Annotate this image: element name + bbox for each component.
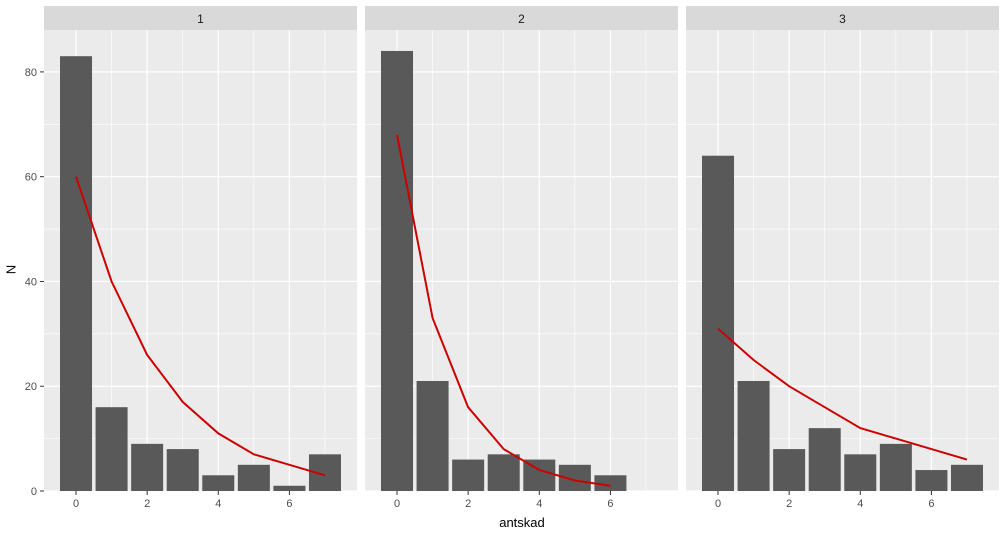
x-tick-label: 0 [715, 498, 721, 510]
x-tick-label: 6 [607, 498, 613, 510]
y-tick-label: 20 [25, 381, 37, 393]
facet-strip-3 [686, 6, 999, 30]
bar [131, 443, 164, 491]
bar [879, 443, 912, 491]
bar [808, 428, 841, 491]
bar [452, 459, 485, 491]
bar [950, 464, 983, 491]
x-tick-label: 2 [786, 498, 792, 510]
facet-label-3: 3 [839, 12, 846, 26]
x-tick-label: 2 [465, 498, 471, 510]
bar [737, 380, 770, 491]
y-tick-label: 0 [31, 486, 37, 498]
y-axis-title: N [3, 264, 19, 275]
x-tick-label: 0 [394, 498, 400, 510]
fitted-line [396, 134, 611, 487]
x-tick-label: 4 [536, 498, 542, 510]
x-tick-label: 6 [286, 498, 292, 510]
bar [416, 380, 449, 491]
x-tick-label: 0 [73, 498, 79, 510]
bar [844, 454, 877, 491]
bar [915, 470, 948, 491]
bar [702, 155, 735, 491]
bar [166, 449, 199, 491]
bar [273, 485, 306, 491]
x-tick-label: 4 [215, 498, 221, 510]
x-tick-label: 4 [857, 498, 863, 510]
fitted-line [75, 176, 326, 477]
bar [487, 454, 520, 491]
bar [60, 56, 93, 492]
facet-label-2: 2 [518, 12, 525, 26]
x-tick-label: 2 [144, 498, 150, 510]
y-tick-label: 60 [25, 172, 37, 184]
x-axis-title: antskad [499, 515, 545, 530]
fitted-line [717, 327, 968, 461]
bar [773, 449, 806, 491]
x-tick-label: 6 [928, 498, 934, 510]
bar [594, 475, 627, 491]
bar [237, 464, 270, 491]
y-tick-label: 40 [25, 276, 37, 288]
facet-strip-1 [44, 6, 357, 30]
bar [95, 407, 128, 491]
facet-label-1: 1 [197, 12, 204, 26]
bar [202, 475, 235, 491]
bar [381, 50, 414, 492]
y-tick-label: 80 [25, 67, 37, 79]
facet-strip-2 [365, 6, 678, 30]
